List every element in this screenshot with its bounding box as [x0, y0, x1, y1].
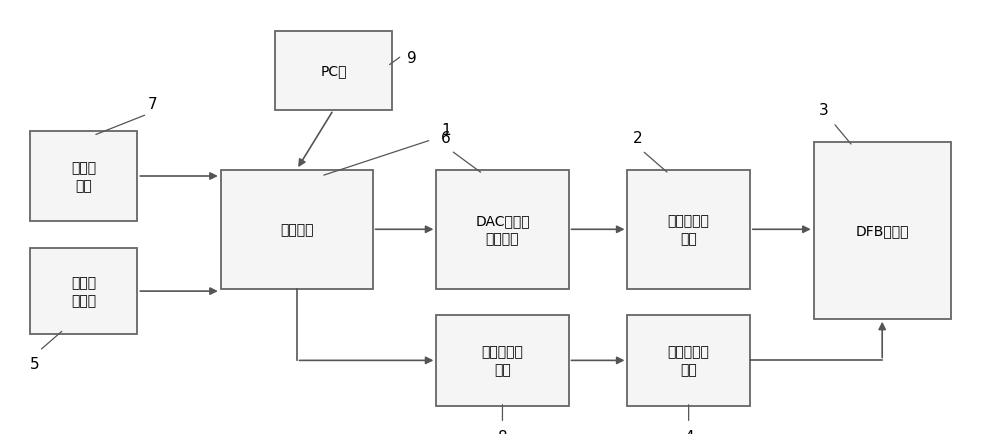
Text: 1: 1 — [441, 122, 451, 137]
Bar — [30, 132, 137, 221]
Text: 激光器温控
驱动: 激光器温控 驱动 — [668, 214, 710, 246]
Text: 电源转
换模块: 电源转 换模块 — [71, 275, 96, 308]
Text: 主控芯片: 主控芯片 — [280, 223, 313, 237]
Bar — [627, 170, 750, 289]
Text: DFB激光器: DFB激光器 — [855, 224, 909, 238]
Text: PC机: PC机 — [320, 64, 347, 78]
Bar — [221, 170, 373, 289]
Text: 6: 6 — [441, 131, 451, 146]
Bar — [275, 32, 392, 111]
Text: DAC芯片及
滤波模块: DAC芯片及 滤波模块 — [475, 214, 530, 246]
Text: 7: 7 — [147, 97, 157, 112]
Text: 4: 4 — [684, 428, 693, 434]
Text: 激光器调制
模块: 激光器调制 模块 — [482, 345, 523, 377]
Bar — [436, 315, 569, 406]
Bar — [814, 142, 951, 319]
Text: 激光器电流
驱动: 激光器电流 驱动 — [668, 345, 710, 377]
Bar — [30, 249, 137, 334]
Bar — [627, 315, 750, 406]
Bar — [436, 170, 569, 289]
Text: 温度传
感器: 温度传 感器 — [71, 161, 96, 193]
Text: 9: 9 — [407, 51, 417, 66]
Text: 2: 2 — [632, 131, 642, 146]
Text: 8: 8 — [498, 428, 507, 434]
Text: 3: 3 — [819, 103, 828, 118]
Text: 5: 5 — [30, 356, 39, 371]
